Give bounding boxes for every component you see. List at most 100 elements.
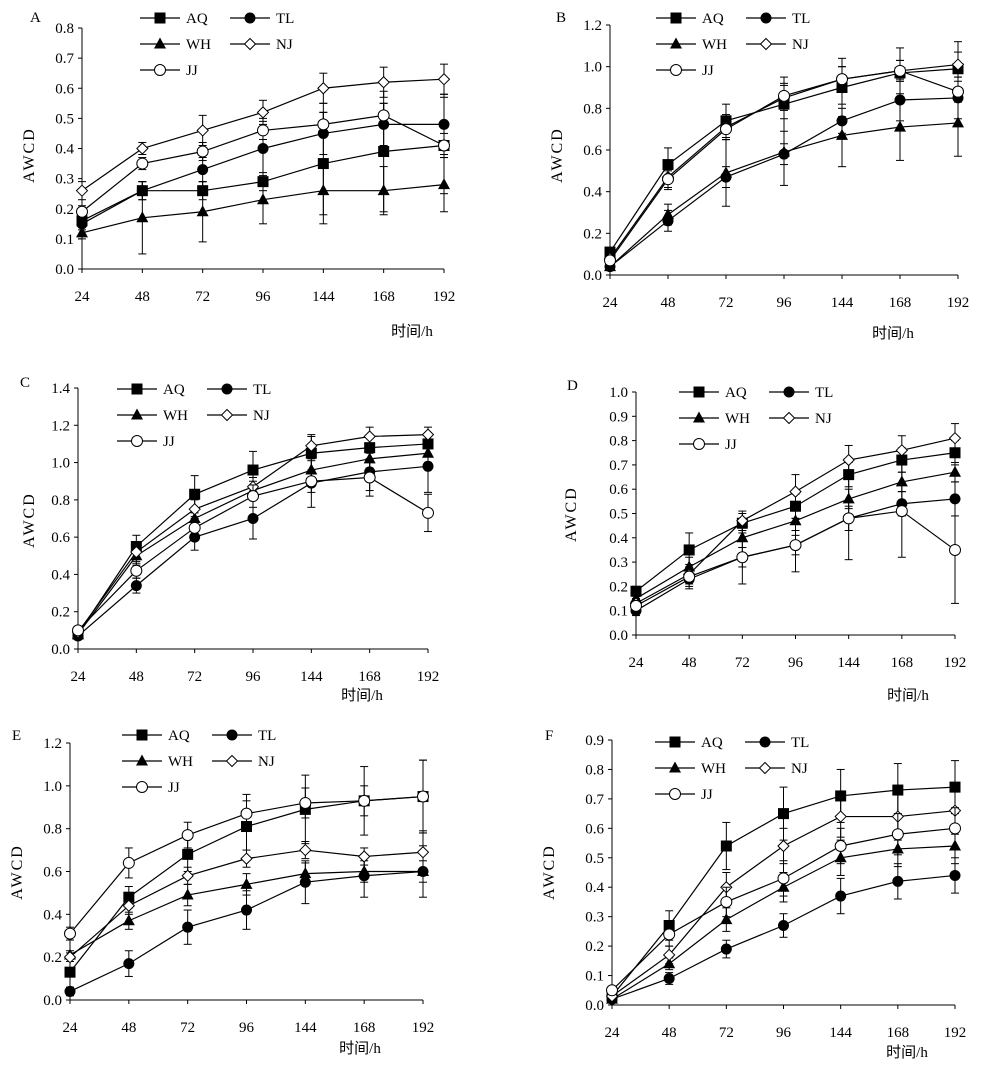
data-point — [241, 904, 252, 916]
data-point — [842, 512, 855, 525]
legend: AQ TL WH NJ JJ — [655, 735, 809, 803]
data-point — [377, 76, 390, 89]
data-point — [789, 539, 802, 552]
data-point — [247, 490, 259, 503]
y-tick-label: 0.2 — [51, 605, 70, 621]
data-point — [317, 184, 330, 196]
legend-label: JJ — [725, 437, 737, 453]
data-point — [720, 166, 732, 178]
data-point — [604, 254, 616, 267]
legend-marker — [670, 64, 682, 76]
data-point — [123, 958, 135, 970]
data-point — [240, 852, 253, 865]
data-point — [778, 145, 790, 157]
data-point — [377, 184, 390, 196]
legend-marker — [693, 386, 705, 398]
data-point — [358, 794, 371, 807]
legend-label: JJ — [168, 780, 180, 796]
data-point — [363, 452, 376, 464]
legend-marker — [760, 12, 772, 24]
data-point — [834, 810, 847, 823]
legend-label: WH — [701, 761, 726, 777]
data-point — [182, 848, 194, 860]
panel-letter: B — [556, 10, 566, 26]
y-tick-label: 0.8 — [609, 434, 628, 450]
x-tick-label: 168 — [358, 669, 381, 685]
data-point — [842, 453, 855, 467]
data-point — [240, 807, 253, 820]
y-tick-label: 1.0 — [583, 60, 602, 76]
x-tick-label: 72 — [719, 1025, 734, 1041]
y-tick-label: 0.7 — [585, 792, 604, 808]
data-point — [789, 485, 802, 498]
data-point — [182, 921, 194, 933]
data-point — [63, 950, 77, 964]
data-point — [196, 124, 209, 137]
legend-marker — [154, 12, 166, 24]
data-point — [894, 64, 906, 77]
data-point — [720, 123, 732, 136]
x-tick-label: 72 — [187, 669, 202, 685]
data-point — [417, 790, 429, 803]
legend-label: WH — [186, 37, 211, 53]
series-jj — [64, 759, 429, 941]
data-point — [663, 928, 676, 941]
legend-label: TL — [792, 11, 810, 27]
legend-marker — [136, 729, 148, 741]
x-tick-label: 168 — [891, 655, 914, 671]
data-point — [247, 464, 259, 476]
y-tick-label: 0.0 — [55, 262, 74, 278]
x-tick-label: 24 — [605, 1025, 621, 1041]
y-tick-label: 1.2 — [51, 418, 70, 434]
legend-label: WH — [725, 411, 750, 427]
y-axis-title: AWCD — [9, 844, 26, 900]
x-tick-label: 144 — [829, 1025, 852, 1041]
x-tick-label: 96 — [246, 669, 262, 685]
x-tick-label: 192 — [412, 1020, 435, 1036]
data-point — [949, 543, 961, 556]
data-point — [777, 872, 790, 885]
data-point — [892, 784, 904, 796]
data-point — [363, 471, 376, 484]
x-axis-title: 时间/h — [339, 1040, 381, 1057]
legend-marker — [220, 408, 234, 422]
y-tick-label: 1.0 — [51, 456, 70, 472]
legend-label: NJ — [253, 408, 270, 424]
data-point — [136, 211, 149, 223]
legend-label: TL — [258, 728, 276, 744]
x-tick-label: 48 — [129, 669, 144, 685]
data-point — [64, 966, 76, 978]
data-point — [720, 840, 732, 852]
y-tick-label: 1.0 — [43, 779, 62, 795]
x-axis-title: 时间/h — [887, 687, 929, 704]
data-point — [196, 205, 209, 217]
legend-label: WH — [702, 37, 727, 53]
y-tick-label: 0.6 — [51, 530, 70, 546]
y-tick-label: 0.1 — [585, 969, 604, 985]
x-tick-label: 192 — [944, 655, 967, 671]
y-tick-label: 0.5 — [609, 507, 628, 523]
y-tick-label: 0.6 — [55, 81, 74, 97]
legend-label: TL — [791, 735, 809, 751]
series-aq — [64, 759, 429, 978]
panel-f: F 0.0 0.1 0.2 0.3 0.4 0.5 0.6 0.7 0.8 0.9 24 48 72 96 1… — [541, 728, 966, 1061]
data-point — [720, 943, 732, 955]
y-tick-label: 1.2 — [43, 736, 62, 752]
y-tick-label: 0.4 — [51, 567, 70, 583]
x-tick-label: 144 — [837, 655, 860, 671]
y-tick-label: 0.2 — [585, 939, 604, 955]
series-nj — [63, 830, 430, 964]
y-tick-label: 0.3 — [585, 910, 604, 926]
data-point — [197, 164, 209, 176]
data-point — [122, 899, 136, 912]
legend-marker — [669, 736, 681, 748]
y-tick-label: 0.0 — [43, 993, 62, 1009]
x-tick-label: 96 — [777, 295, 793, 311]
series-jj — [72, 458, 434, 637]
legend-label: NJ — [792, 37, 809, 53]
data-point — [136, 142, 149, 155]
y-tick-label: 0.2 — [43, 950, 62, 966]
x-tick-label: 48 — [121, 1020, 136, 1036]
series-jj — [630, 464, 961, 612]
panel-c: C 0.0 0.2 0.4 0.6 0.8 1.0 1.2 1.4 24 48 72 96 144 168 1… — [20, 375, 439, 704]
